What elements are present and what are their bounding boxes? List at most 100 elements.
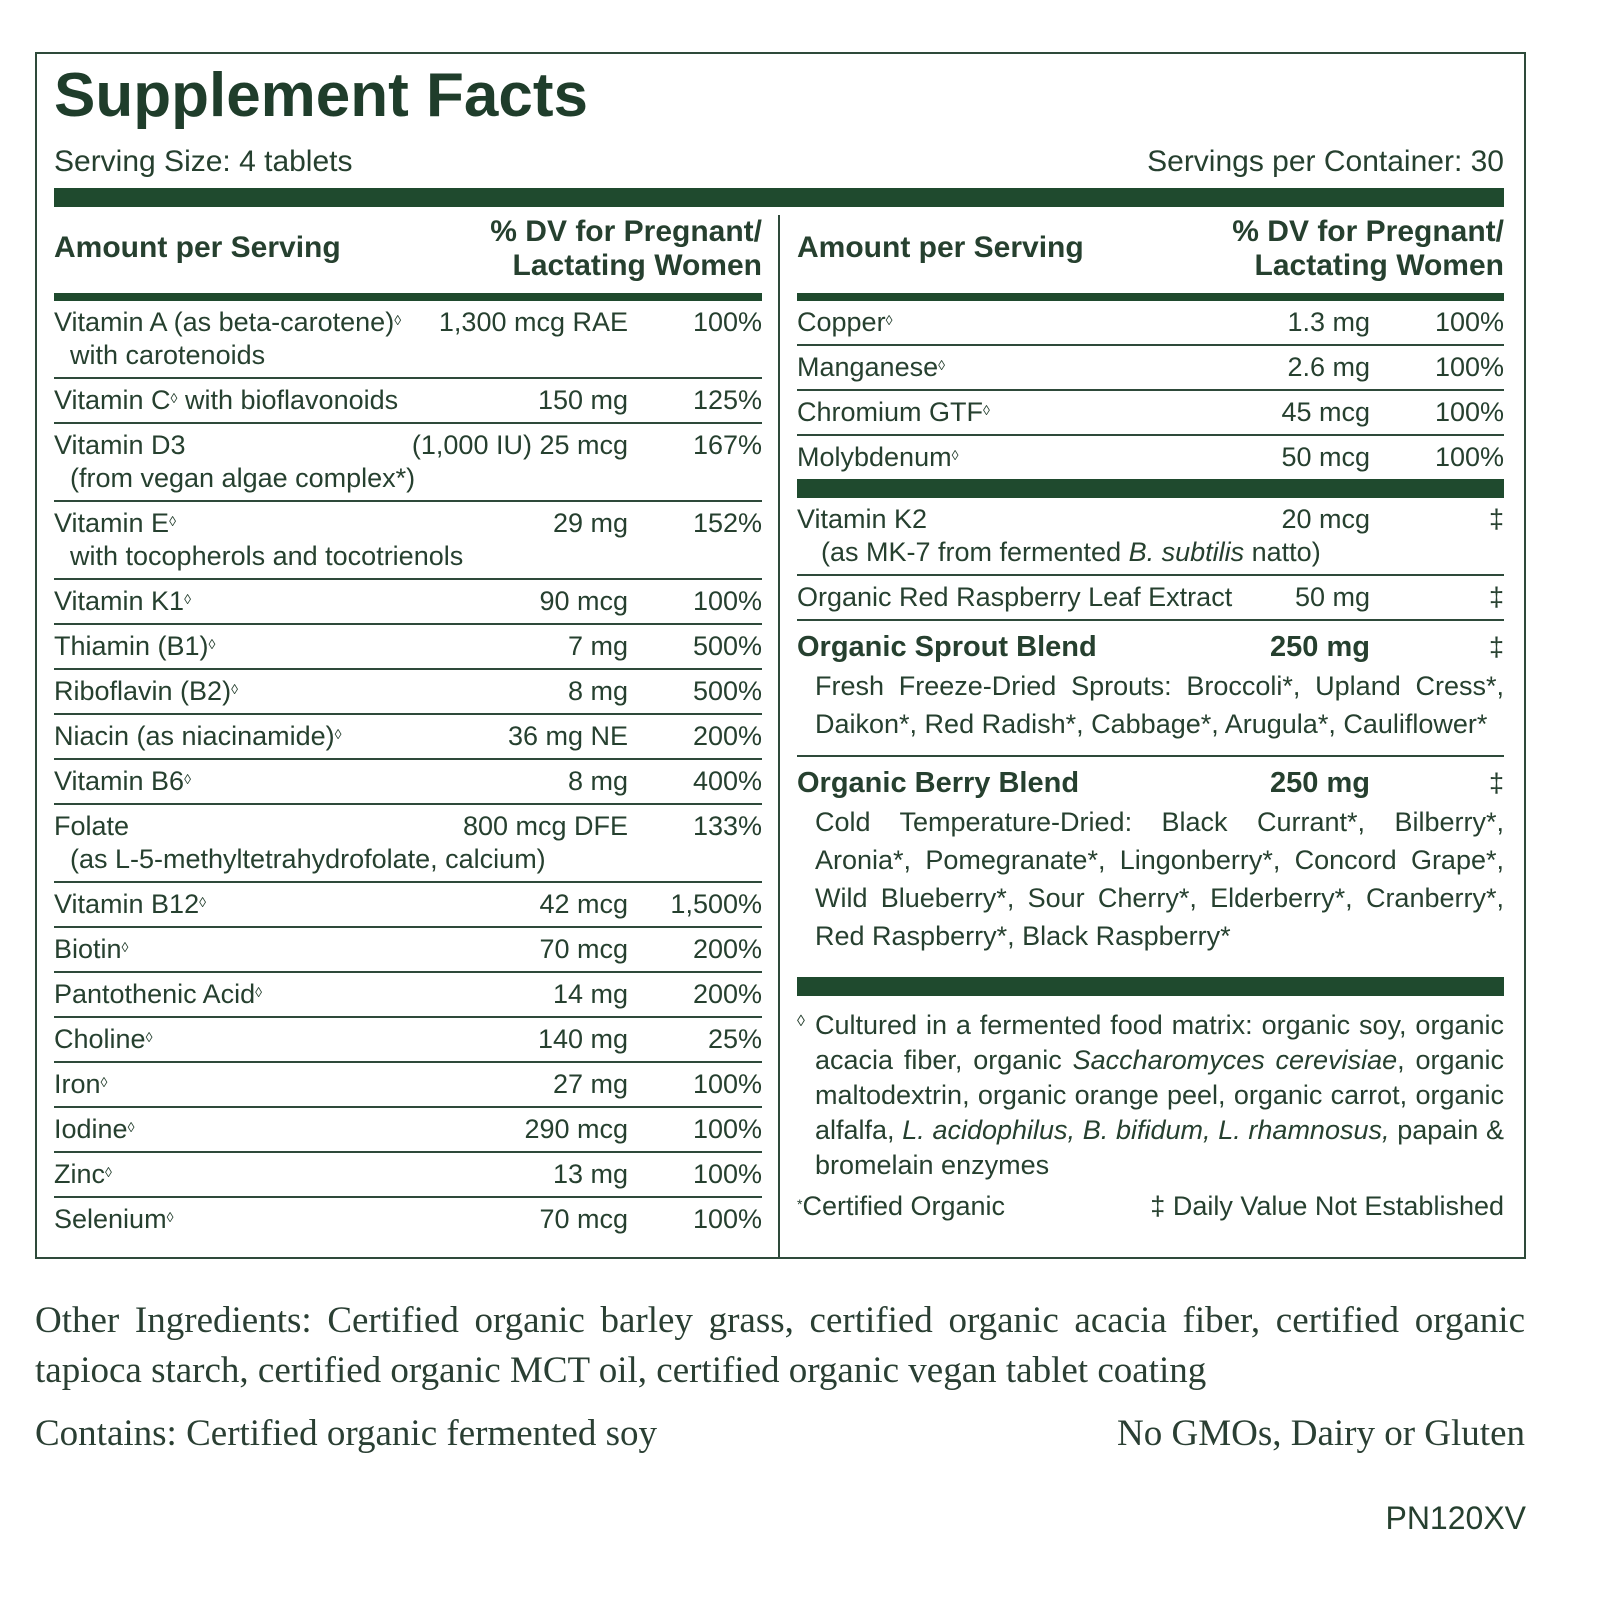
footnote-mark: ◊ bbox=[184, 591, 191, 607]
amount-header: Amount per Serving bbox=[54, 231, 341, 264]
nutrient-name-line: Choline◊ bbox=[54, 1023, 762, 1056]
nutrient-name-line: Vitamin K2 bbox=[797, 503, 1504, 536]
text-segment: B. subtilis bbox=[1128, 537, 1245, 567]
nutrient-row: Vitamin A (as beta-carotene)◊ with carote… bbox=[54, 301, 762, 379]
nutrient-name: Choline bbox=[54, 1024, 146, 1054]
nutrient-name-line: Vitamin B6◊ bbox=[54, 765, 762, 798]
footnote-mark: ◊ bbox=[255, 984, 263, 1000]
dv-header-line: % DV for Pregnant/ bbox=[1232, 215, 1504, 248]
nutrient-name: Chromium GTF bbox=[797, 397, 984, 427]
nutrient-row: Thiamin (B1)◊ 7 mg 500% bbox=[54, 625, 762, 670]
nutrient-amount: (1,000 IU) 25 mcg bbox=[411, 430, 628, 460]
nutrient-name: Molybdenum bbox=[797, 442, 952, 472]
nutrient-dv: 100% bbox=[1434, 307, 1504, 337]
right-column: Amount per Serving % DV for Pregnant/Lact… bbox=[797, 207, 1504, 1229]
nutrient-dv: 100% bbox=[692, 586, 762, 616]
footnote-mark: ◊ bbox=[105, 1164, 112, 1180]
nutrient-dv: 100% bbox=[1434, 442, 1504, 472]
nutrient-row: Vitamin D3 (from vegan algae complex*) (1,… bbox=[54, 424, 762, 502]
nutrient-name: Pantothenic Acid bbox=[54, 979, 256, 1009]
nutrient-name: Niacin (as niacinamide) bbox=[54, 721, 335, 751]
nutrient-name: Iron bbox=[54, 1069, 101, 1099]
blend-description: Cold Temperature-Dried: Black Currant*, … bbox=[815, 807, 1504, 951]
nutrient-amount: 20 mcg bbox=[1281, 504, 1370, 534]
nutrient-detail: (as L-5-methyltetrahydrofolate, calcium) bbox=[70, 844, 546, 874]
nutrient-name-line: Selenium◊ bbox=[54, 1203, 762, 1236]
dv-header: % DV for Pregnant/Lactating Women bbox=[490, 215, 762, 283]
nutrient-dv: 167% bbox=[692, 430, 762, 460]
nutrient-name-line: Thiamin (B1)◊ bbox=[54, 630, 762, 663]
nutrient-row: Copper◊ 1.3 mg 100% bbox=[797, 301, 1504, 346]
column-divider bbox=[778, 215, 780, 1258]
footnote-mark: ◊ bbox=[145, 1029, 153, 1045]
footnote-mark: ◊ bbox=[184, 771, 191, 787]
facts-box bbox=[35, 52, 1526, 1259]
nutrient-name: Folate bbox=[54, 811, 130, 841]
nutrient-detail: (from vegan algae complex*) bbox=[70, 463, 416, 493]
nutrient-name-line: Copper◊ bbox=[797, 306, 1504, 339]
blend: Organic Sprout Blend 250 mg ‡ Fresh Freeze-… bbox=[797, 621, 1504, 757]
nutrient-row: Biotin◊ 70 mcg 200% bbox=[54, 928, 762, 973]
nutrient-amount: 2.6 mg bbox=[1287, 352, 1370, 382]
footnote-mark: ◊ bbox=[121, 939, 129, 955]
servings-per-container: Servings per Container: 30 bbox=[1147, 145, 1504, 178]
dv-header-line: Lactating Women bbox=[1254, 249, 1504, 282]
nutrient-dv: 100% bbox=[692, 307, 762, 337]
other-ingredients: Other Ingredients: Certified organic bar… bbox=[35, 1300, 1525, 1391]
blend-description: Fresh Freeze-Dried Sprouts: Broccoli*, U… bbox=[815, 671, 1504, 739]
text-segment: Saccharomyces cerevisiae bbox=[1072, 1045, 1398, 1075]
nutrient-name: Vitamin C bbox=[54, 385, 171, 415]
footnote-mark: ◊ bbox=[394, 312, 402, 328]
section-bar bbox=[797, 479, 1504, 498]
nutrient-name-line: Chromium GTF◊ bbox=[797, 396, 1504, 429]
nutrient-row: Vitamin C◊ with bioflavonoids 150 mg 125% bbox=[54, 379, 762, 424]
footnote-mark: ◊ bbox=[334, 726, 342, 742]
footnote-mark: ◊ bbox=[127, 1119, 135, 1135]
serving-size: Serving Size: 4 tablets bbox=[54, 145, 353, 178]
nutrient-amount: 50 mg bbox=[1294, 582, 1370, 612]
nutrient-detail: with tocopherols and tocotrienols bbox=[70, 541, 464, 571]
nutrient-name: Vitamin E bbox=[54, 508, 170, 538]
free-from: No GMOs, Dairy or Gluten bbox=[1117, 1413, 1525, 1454]
blend-amount: 250 mg bbox=[1270, 767, 1370, 799]
footnote-mark: ◊ bbox=[885, 312, 893, 328]
legend-notes: *Certified Organic ‡ Daily Value Not Esta… bbox=[797, 1189, 1504, 1229]
footnote-symbol: ◊ bbox=[797, 1013, 805, 1030]
nutrient-row: Pantothenic Acid◊ 14 mg 200% bbox=[54, 973, 762, 1018]
nutrient-row: Molybdenum◊ 50 mcg 100% bbox=[797, 436, 1504, 479]
nutrient-amount: 14 mg bbox=[552, 979, 628, 1009]
blend-name: Organic Sprout Blend bbox=[797, 631, 1097, 663]
nutrient-amount: 1.3 mg bbox=[1287, 307, 1370, 337]
nutrient-amount: 13 mg bbox=[552, 1159, 628, 1189]
nutrient-dv: 125% bbox=[692, 385, 762, 415]
footnote-mark: ◊ bbox=[208, 636, 216, 652]
footnote-mark: ◊ bbox=[951, 447, 959, 463]
nutrient-name: Vitamin D3 bbox=[54, 430, 186, 460]
text-segment: L. acidophilus, B. bifidum, L. rhamnosus… bbox=[902, 1115, 1390, 1145]
nutrient-name-line: Vitamin A (as beta-carotene)◊ bbox=[54, 306, 762, 339]
nutrient-amount: 140 mg bbox=[537, 1024, 628, 1054]
nutrient-amount: 7 mg bbox=[567, 631, 628, 661]
nutrient-amount: 290 mcg bbox=[524, 1114, 628, 1144]
nutrient-name-line: Niacin (as niacinamide)◊ bbox=[54, 720, 762, 753]
footnote-mark: ◊ bbox=[166, 1209, 174, 1225]
nutrient-row: Vitamin E◊ with tocopherols and tocotrien… bbox=[54, 502, 762, 580]
nutrient-row: Iron◊ 27 mg 100% bbox=[54, 1063, 762, 1108]
nutrient-name: Organic Red Raspberry Leaf Extract bbox=[797, 582, 1233, 612]
nutrient-row: Organic Red Raspberry Leaf Extract 50 mg ‡ bbox=[797, 576, 1504, 621]
nutrient-name-line: Pantothenic Acid◊ bbox=[54, 978, 762, 1011]
text-segment: papain & bromelain enzymes bbox=[815, 1115, 1504, 1180]
blend-amount: 250 mg bbox=[1270, 631, 1370, 663]
nutrient-name: Riboflavin (B2) bbox=[54, 676, 232, 706]
nutrient-amount: 27 mg bbox=[552, 1069, 628, 1099]
nutrient-dv: 200% bbox=[692, 979, 762, 1009]
nutrient-amount: 29 mg bbox=[552, 508, 628, 538]
nutrient-name: Vitamin K1 bbox=[54, 586, 185, 616]
certified-symbol: * bbox=[797, 1196, 803, 1212]
nutrient-row: Vitamin K2 (as MK-7 from fermented B. sub… bbox=[797, 498, 1504, 576]
nutrient-row: Riboflavin (B2)◊ 8 mg 500% bbox=[54, 670, 762, 715]
nutrient-name: Vitamin A (as beta-carotene) bbox=[54, 307, 395, 337]
nutrient-name: Thiamin (B1) bbox=[54, 631, 209, 661]
